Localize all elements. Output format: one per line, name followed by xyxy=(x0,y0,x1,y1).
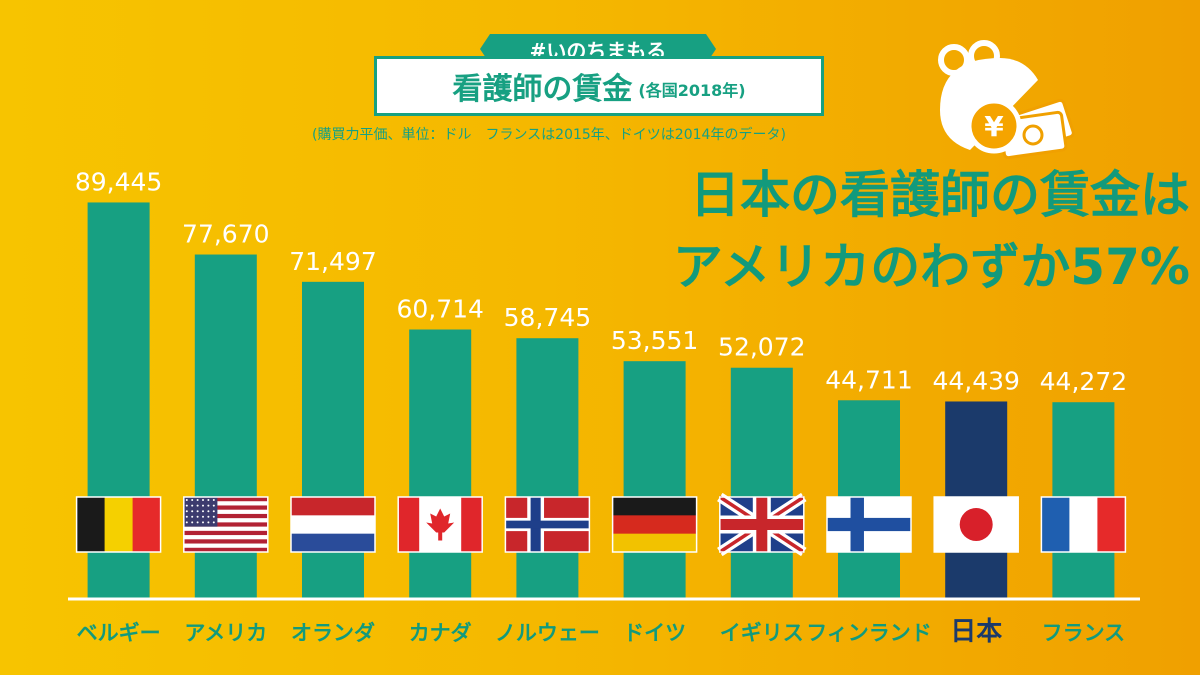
category-label: フィンランド xyxy=(806,621,932,645)
category-label: ノルウェー xyxy=(495,621,600,645)
category-label: アメリカ xyxy=(184,621,267,645)
value-label: 58,745 xyxy=(504,303,591,332)
category-label: フランス xyxy=(1042,621,1126,645)
headline-line-2: アメリカのわずか57% xyxy=(672,238,1190,296)
norway-flag xyxy=(504,496,591,553)
usa-flag xyxy=(183,496,269,553)
category-label: 日本 xyxy=(950,617,1002,647)
japan-flag xyxy=(933,496,1019,553)
bar xyxy=(623,361,686,598)
bar xyxy=(409,329,472,598)
value-label: 89,445 xyxy=(75,167,162,196)
svg-text:¥: ¥ xyxy=(984,110,1004,143)
netherlands-flag xyxy=(290,496,376,553)
value-label: 44,272 xyxy=(1040,367,1127,396)
title-box: 看護師の賃金 (各国2018年) xyxy=(374,56,824,116)
headline-line-1: 日本の看護師の賃金は xyxy=(690,166,1190,224)
category-label: イギリス xyxy=(720,621,804,645)
category-label: カナダ xyxy=(409,621,472,645)
france-flag xyxy=(1040,496,1127,553)
chart-subtitle: (各国2018年) xyxy=(638,81,746,100)
category-label: ベルギー xyxy=(77,621,161,645)
yen-coin-icon xyxy=(966,98,1022,154)
value-label: 44,439 xyxy=(932,366,1019,395)
category-label: オランダ xyxy=(291,621,375,645)
category-label: ドイツ xyxy=(623,621,686,645)
value-label: 53,551 xyxy=(611,326,698,355)
bar xyxy=(730,367,793,598)
bar xyxy=(516,338,579,598)
finland-flag xyxy=(826,496,912,553)
value-label: 60,714 xyxy=(396,295,483,324)
value-label: 52,072 xyxy=(718,333,805,362)
germany-flag xyxy=(611,496,698,553)
chart-title: 看護師の賃金 xyxy=(452,72,633,107)
uk-flag xyxy=(717,492,807,557)
coin-purse-icon: ¥ xyxy=(938,40,1075,160)
value-label: 44,711 xyxy=(825,365,912,394)
belgium-flag xyxy=(75,496,162,553)
value-label: 77,670 xyxy=(182,220,269,249)
canada-flag xyxy=(397,496,483,553)
value-label: 71,497 xyxy=(289,247,376,276)
data-note: (購買力平価、単位：ドル フランスは2015年、ドイツは2014年のデータ) xyxy=(312,127,786,143)
